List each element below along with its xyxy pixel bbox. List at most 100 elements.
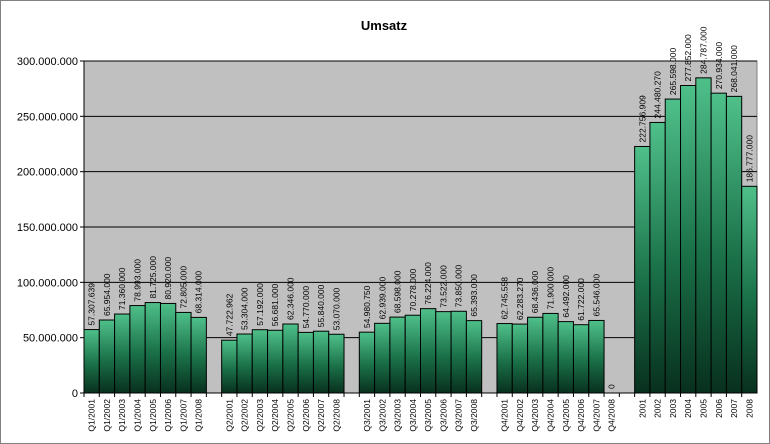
data-label: 71.900.000 bbox=[546, 267, 556, 310]
data-label: 53.304.000 bbox=[240, 287, 250, 330]
x-tick-label: 2008 bbox=[744, 399, 754, 418]
x-tick-label: Q2/2002 bbox=[240, 399, 250, 432]
x-tick-label: Q4/2004 bbox=[546, 399, 556, 432]
bar bbox=[542, 312, 559, 394]
bar bbox=[725, 95, 743, 394]
x-tick-label: 2005 bbox=[698, 399, 708, 418]
bar bbox=[297, 331, 314, 394]
data-label: 76.224.000 bbox=[423, 262, 433, 305]
bar bbox=[557, 321, 574, 394]
x-tick-label: Q2/2001 bbox=[224, 399, 234, 432]
bar bbox=[404, 314, 422, 394]
bar bbox=[664, 98, 682, 394]
data-label: 64.492.000 bbox=[561, 275, 571, 318]
bar bbox=[496, 323, 513, 394]
bar bbox=[465, 320, 483, 394]
x-tick-label: Q1/2006 bbox=[163, 399, 173, 432]
x-tick-label: 2002 bbox=[653, 399, 663, 418]
data-label: 62.283.270 bbox=[515, 277, 525, 320]
data-label: 68.314.000 bbox=[194, 271, 204, 314]
data-label: 55.840.000 bbox=[316, 284, 326, 327]
bar bbox=[358, 331, 376, 394]
x-tick-label: Q3/2003 bbox=[393, 399, 403, 432]
x-tick-label: Q4/2002 bbox=[515, 399, 525, 432]
x-tick-label: Q2/2008 bbox=[331, 399, 341, 432]
bar bbox=[710, 92, 727, 394]
data-label: 68.436.000 bbox=[530, 270, 540, 313]
bar bbox=[374, 322, 391, 394]
x-tick-label: Q4/2006 bbox=[576, 399, 586, 432]
data-label: 62.346.000 bbox=[285, 277, 295, 320]
data-label: 0 bbox=[607, 384, 617, 389]
x-tick-label: Q4/2007 bbox=[591, 399, 601, 432]
bar bbox=[83, 329, 100, 394]
x-tick-label: Q3/2006 bbox=[438, 399, 448, 432]
data-label: 57.192.000 bbox=[255, 283, 265, 326]
x-tick-label: Q3/2002 bbox=[377, 399, 387, 432]
bar bbox=[588, 319, 605, 394]
x-tick-label: Q3/2005 bbox=[423, 399, 433, 432]
bar bbox=[312, 330, 330, 394]
y-tick-label: 200.000.000 bbox=[17, 167, 78, 179]
data-label: 68.598.000 bbox=[393, 270, 403, 313]
x-tick-label: Q1/2008 bbox=[194, 399, 204, 432]
x-tick-label: Q3/2004 bbox=[408, 399, 418, 432]
data-label: 70.278.000 bbox=[408, 268, 418, 311]
data-label: 71.360.000 bbox=[117, 267, 127, 310]
data-label: 277.852.000 bbox=[683, 34, 693, 82]
data-label: 72.805.000 bbox=[178, 266, 188, 309]
y-tick-label: 150.000.000 bbox=[17, 222, 78, 234]
data-label: 62.745.558 bbox=[500, 277, 510, 320]
data-label: 65.546.000 bbox=[591, 274, 601, 317]
x-tick-label: Q3/2008 bbox=[469, 399, 479, 432]
bar bbox=[649, 121, 666, 394]
bar bbox=[282, 323, 299, 394]
data-label: 80.920.000 bbox=[163, 257, 173, 300]
y-tick-label: 250.000.000 bbox=[17, 111, 78, 123]
data-label: 54.770.000 bbox=[301, 286, 311, 329]
bar bbox=[435, 311, 452, 394]
x-tick-label: Q1/2002 bbox=[102, 399, 112, 432]
x-tick-label: Q1/2005 bbox=[148, 399, 158, 432]
bar bbox=[221, 339, 238, 394]
bar bbox=[527, 316, 544, 394]
data-label: 186.777.000 bbox=[744, 135, 754, 183]
bar bbox=[680, 85, 697, 394]
y-tick-label: 300.000.000 bbox=[17, 56, 78, 68]
bar bbox=[236, 333, 253, 394]
x-tick-label: 2003 bbox=[668, 399, 678, 418]
x-tick-label: Q4/2008 bbox=[607, 399, 617, 432]
bar bbox=[114, 313, 131, 394]
x-tick-label: 2001 bbox=[637, 399, 647, 418]
bar bbox=[420, 308, 437, 394]
x-tick-label: 2004 bbox=[683, 399, 693, 418]
data-label: 73.850.000 bbox=[454, 264, 464, 307]
x-tick-label: Q3/2001 bbox=[362, 399, 372, 432]
data-label: 244.480.270 bbox=[653, 71, 663, 119]
data-label: 73.522.000 bbox=[438, 265, 448, 308]
data-label: 78.993.000 bbox=[133, 259, 143, 302]
data-label: 61.722.000 bbox=[576, 278, 586, 321]
x-tick-label: Q1/2003 bbox=[117, 399, 127, 432]
bar bbox=[190, 316, 207, 394]
data-label: 268.041.000 bbox=[729, 45, 739, 93]
bar bbox=[267, 329, 284, 394]
bar bbox=[634, 145, 651, 394]
x-tick-label: Q1/2007 bbox=[178, 399, 188, 432]
data-label: 222.756.909 bbox=[637, 95, 647, 143]
bar bbox=[159, 302, 177, 394]
x-tick-label: Q4/2005 bbox=[561, 399, 571, 432]
data-label: 265.598.000 bbox=[668, 48, 678, 96]
x-tick-label: Q4/2001 bbox=[500, 399, 510, 432]
x-tick-label: Q2/2004 bbox=[270, 399, 280, 432]
x-tick-label: Q2/2005 bbox=[285, 399, 295, 432]
chart-title: Umsatz bbox=[361, 18, 408, 33]
data-label: 81.725.000 bbox=[148, 256, 158, 299]
x-tick-label: 2007 bbox=[729, 399, 739, 418]
y-tick-label: 0 bbox=[72, 388, 78, 400]
bar bbox=[450, 310, 467, 394]
x-tick-label: Q2/2006 bbox=[301, 399, 311, 432]
bar bbox=[695, 77, 712, 394]
